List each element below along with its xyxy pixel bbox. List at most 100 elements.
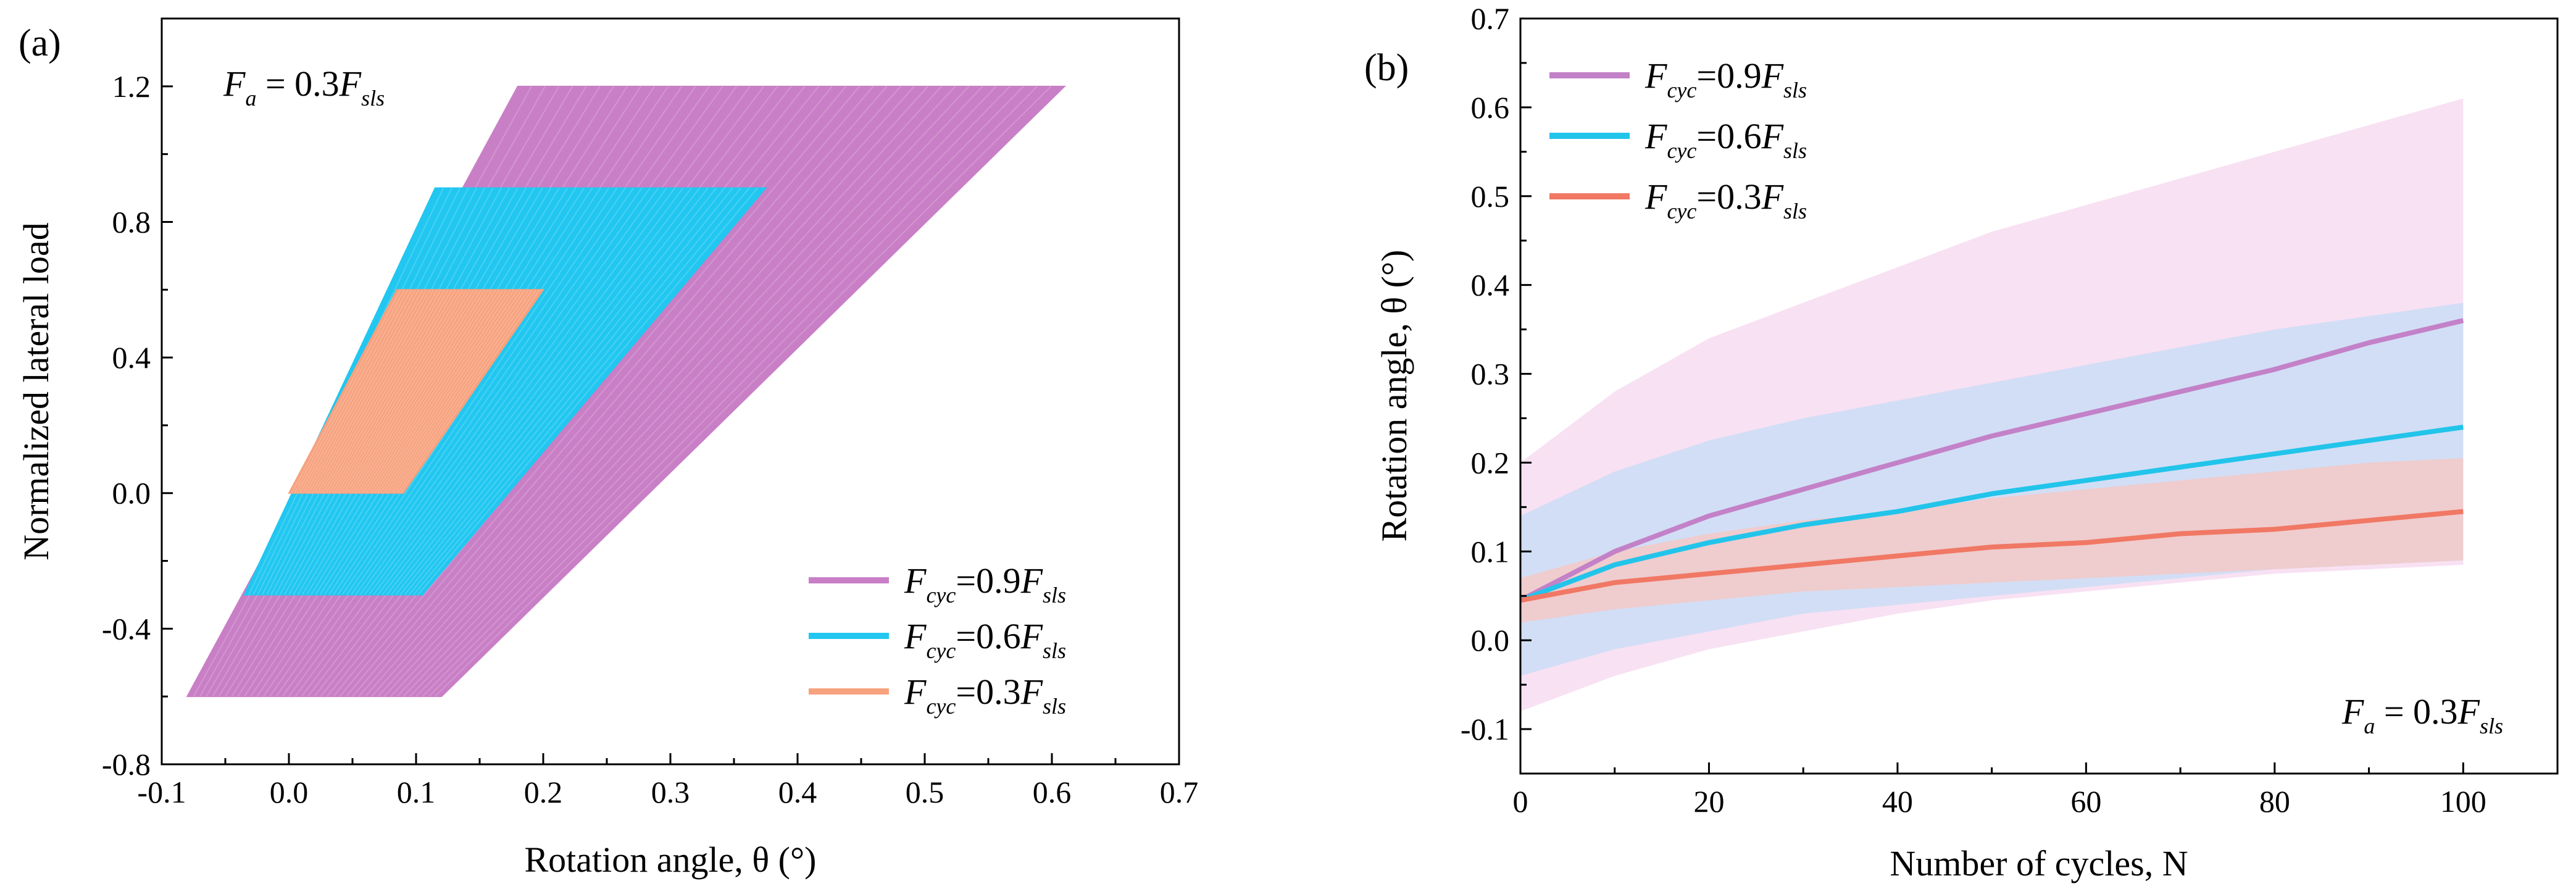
panel-a-axial-load-label: Fa = 0.3Fsls <box>223 64 385 111</box>
panel-a-cycle-trace <box>352 86 874 697</box>
panel-a-cycle-trace <box>294 289 405 494</box>
panel-a-legend-label-1: Fcyc=0.6Fsls <box>904 616 1066 663</box>
panel-a-cycle-trace <box>399 289 540 494</box>
panel-a-cycle-trace <box>328 289 449 494</box>
panel-b-legend: Fcyc=0.9Fsls Fcyc=0.6Fsls Fcyc=0.3Fsls <box>1549 56 1807 223</box>
panel-a-cycle-trace <box>351 187 635 596</box>
panel-a-xtick-label: 0.3 <box>651 775 690 809</box>
panel-a-cycle-trace <box>380 289 515 494</box>
panel-b-ytick-label: 0.5 <box>1471 179 1510 214</box>
panel-a-series-2 <box>288 289 544 494</box>
panel-a-cycle-trace <box>325 289 445 494</box>
panel-a-cycle-trace <box>415 86 1011 697</box>
panel-a-cycle-trace <box>345 86 861 697</box>
panel-a-cycle-trace <box>334 289 456 494</box>
panel-a-cycle-trace <box>368 289 500 494</box>
panel-a-ytick-label: -0.8 <box>102 747 151 782</box>
panel-a-cycle-trace <box>390 86 956 697</box>
panel-a-cycle-trace <box>377 289 511 494</box>
panel-b-ticks: 0 20 40 60 80 100 -0.1 0.0 0.1 0.2 0.3 0.4 0.5 0.6 0.7 <box>1461 1 2559 819</box>
panel-b-ylabel: Rotation angle, θ (°) <box>1374 250 1414 542</box>
panel-b-xtick-label: 20 <box>1693 784 1724 819</box>
panel-a-legend: Fcyc=0.9Fsls Fcyc=0.6Fsls Fcyc=0.3Fsls <box>809 561 1066 719</box>
panel-b-line-0 <box>1520 318 2464 603</box>
panel-b-line-chart: 0 20 40 60 80 100 -0.1 0.0 0.1 0.2 0.3 0.4 0.5 0.6 0.7… <box>1364 1 2559 883</box>
panel-a-cycle-trace <box>345 289 471 494</box>
panel-a-xtick-label: -0.1 <box>137 775 186 809</box>
panel-a-cycle-trace <box>357 289 486 494</box>
panel-a-cycle-trace <box>302 289 416 494</box>
panel-b-frame <box>1519 17 2559 775</box>
panel-a-cycle-trace <box>348 289 475 494</box>
panel-b-xtick-label: 60 <box>2070 784 2101 819</box>
panel-a-cycle-trace <box>428 86 1038 697</box>
panel-a-cycle-trace <box>374 289 507 494</box>
panel-a-plot-area <box>186 85 1067 698</box>
panel-a-xtick-label: 0.5 <box>906 775 944 809</box>
panel-a-cycle-trace <box>383 86 943 697</box>
panel-a-cycle-trace <box>362 289 493 494</box>
panel-a-cycle-trace <box>394 289 533 494</box>
panel-a-cycle-trace <box>371 289 504 494</box>
panel-a-cycle-trace <box>346 187 626 596</box>
panel-a-cycle-trace <box>322 289 442 494</box>
panel-a-annotation: Fa = 0.3Fsls <box>223 64 385 111</box>
panel-a-cycle-trace <box>364 187 659 596</box>
panel-a-cycle-trace <box>297 289 409 494</box>
panel-a-legend-label-0: Fcyc=0.9Fsls <box>904 561 1066 607</box>
panel-a-cycle-trace <box>373 187 676 596</box>
panel-a-cycle-trace <box>385 289 522 494</box>
panel-b-ytick-label: -0.1 <box>1461 712 1509 746</box>
panel-a-cycle-trace <box>395 187 717 596</box>
panel-a-ylabel: Normalized lateral load <box>16 222 56 561</box>
panel-a-cycle-trace <box>396 86 970 697</box>
panel-a-xtick-label: 0.7 <box>1160 775 1199 809</box>
panel-b-xlabel: Number of cycles, N <box>1890 843 2188 883</box>
panel-a-xtick-label: 0.2 <box>524 775 563 809</box>
panel-b-ytick-label: 0.1 <box>1471 534 1510 569</box>
panel-b-band-2 <box>1520 458 2464 623</box>
panel-a-cycle-trace <box>358 86 888 697</box>
panel-a-legend-label-2: Fcyc=0.3Fsls <box>904 672 1066 719</box>
panel-b-ytick-label: 0.0 <box>1471 623 1510 657</box>
panel-a-cycle-trace <box>359 187 651 596</box>
panel-a-cycle-trace <box>404 187 733 596</box>
panel-a-ytick-label: 1.2 <box>112 69 151 104</box>
panel-a-cycle-trace <box>365 289 496 494</box>
panel-a-cycle-trace <box>371 86 915 697</box>
panel-b-line-2 <box>1520 509 2464 603</box>
panel-b-line-1 <box>1520 424 2464 603</box>
panel-a-xtick-label: 0.4 <box>778 775 817 809</box>
panel-a-cycle-trace <box>399 187 725 596</box>
panel-a-ytick-label: 0.0 <box>112 476 151 511</box>
panel-a-cycle-trace <box>351 289 478 494</box>
panel-a-cycle-trace <box>417 187 758 596</box>
panel-b-xtick-label: 100 <box>2440 784 2486 819</box>
panel-a-cycle-trace <box>368 187 667 596</box>
panel-a-cycle-trace <box>341 187 618 596</box>
panel-a-cycle-trace <box>331 289 452 494</box>
panel-a-xtick-label: 0.0 <box>270 775 309 809</box>
panel-a-cycle-trace <box>402 86 983 697</box>
panel-a-cycle-trace <box>355 187 643 596</box>
panel-b-xtick-label: 80 <box>2259 784 2290 819</box>
panel-a-cycle-trace <box>308 289 423 494</box>
panel-a-cycle-trace <box>314 289 431 494</box>
panel-a-xtick-label: 0.1 <box>397 775 436 809</box>
panel-b-ytick-label: 0.4 <box>1471 268 1510 303</box>
panel-a-cycle-trace <box>413 187 750 596</box>
panel-a-cycle-trace <box>291 289 401 494</box>
panel-a-cycle-trace <box>408 187 742 596</box>
panel-a-cycle-trace <box>340 289 464 494</box>
panel-a-cycle-trace <box>320 289 438 494</box>
panel-a-cycle-trace <box>364 86 901 697</box>
panel-b-ytick-label: 0.3 <box>1471 357 1510 391</box>
panel-a-cycle-trace <box>343 289 467 494</box>
panel-a-cycle-trace <box>299 289 412 494</box>
panel-b-legend-label-2: Fcyc=0.3Fsls <box>1644 177 1807 223</box>
panel-b-xtick-label: 0 <box>1513 784 1528 819</box>
panel-a-cycle-trace <box>422 86 1024 697</box>
panel-a-cycle-trace <box>336 289 460 494</box>
panel-a-cycle-trace <box>381 187 692 596</box>
panel-a-cycle-trace <box>377 86 928 697</box>
